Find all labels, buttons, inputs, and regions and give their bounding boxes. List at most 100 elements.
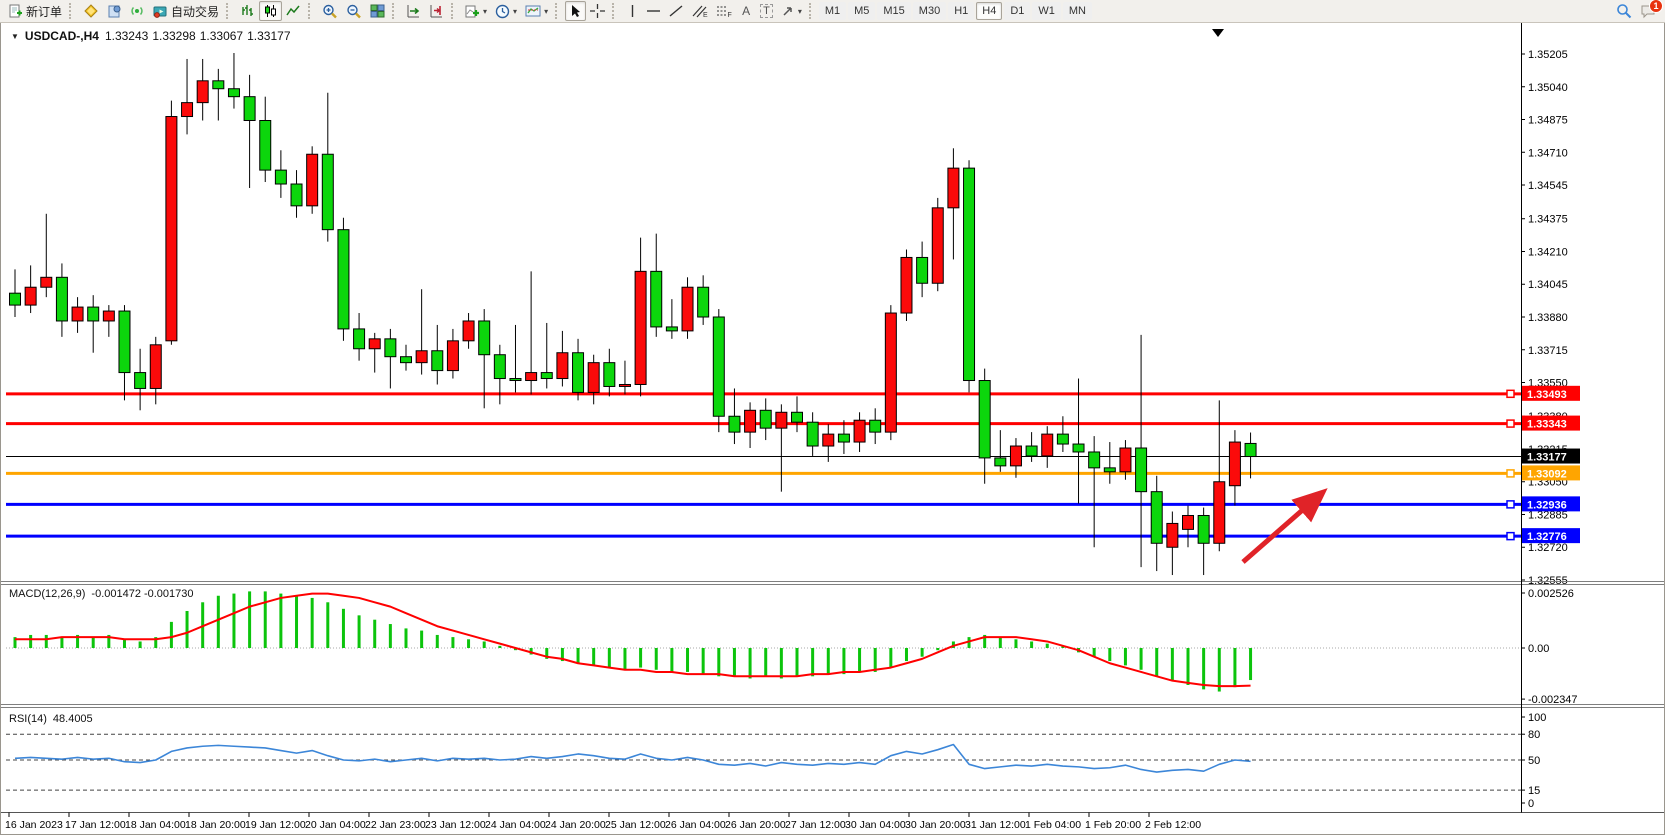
- time-axis-label: 1 Feb 20:00: [1085, 819, 1141, 831]
- ohlc-close: 1.33177: [247, 29, 291, 43]
- chart-canvas[interactable]: 1.35205 1.35040 1.34875 1.34710 1.34545 1.343…: [1, 23, 1664, 833]
- price-axis-tick-label: 1.34875: [1528, 115, 1568, 127]
- time-axis-label: 18 Jan 20:00: [185, 819, 246, 831]
- macd-signal-value: -0.001730: [143, 588, 194, 600]
- time-axis-label: 26 Jan 04:00: [665, 819, 726, 831]
- chart-title: ▼ USDCAD-,H4 1.33243 1.33298 1.33067 1.3…: [11, 29, 291, 43]
- time-axis-label: 30 Jan 04:00: [845, 819, 906, 831]
- trendline-tool-button[interactable]: [665, 1, 688, 21]
- signal-icon: [131, 6, 143, 16]
- one-click-trading-collapse-icon[interactable]: ▼: [11, 31, 19, 41]
- text-tool-label: A: [742, 4, 751, 18]
- rsi-name: RSI(14): [9, 713, 47, 725]
- price-axis-tick-label: 1.33715: [1528, 345, 1568, 357]
- rsi-axis-tick-label: 80: [1528, 729, 1540, 741]
- timeframe-button-m15[interactable]: M15: [877, 2, 911, 20]
- hline-anchor-handle[interactable]: [1506, 500, 1515, 509]
- text-label-tool-button[interactable]: T: [756, 1, 777, 21]
- time-axis-label: 1 Feb 04:00: [1025, 819, 1081, 831]
- rsi-axis-tick-label: 0: [1528, 798, 1534, 810]
- templates-dropdown-caret: ▾: [544, 6, 549, 16]
- timeframe-button-m30[interactable]: M30: [912, 2, 947, 20]
- text-tool-button[interactable]: A: [736, 1, 756, 21]
- cursor-tool-button[interactable]: [565, 1, 587, 21]
- candlestick-series: [9, 53, 1257, 576]
- price-level-badge-text: 1.33493: [1527, 389, 1567, 401]
- timeframe-button-h4[interactable]: H4: [976, 2, 1003, 20]
- timeframe-button-h1[interactable]: H1: [948, 2, 975, 20]
- timeframe-button-d1[interactable]: D1: [1004, 2, 1031, 20]
- price-axis-tick-label: 1.35205: [1528, 49, 1568, 61]
- arrows-tool-button[interactable]: ▾: [777, 1, 806, 21]
- chart-shift-button[interactable]: [425, 1, 448, 21]
- tile-windows-icon: [370, 4, 385, 18]
- crosshair-tool-button[interactable]: [586, 1, 609, 21]
- rsi-value: 48.4005: [52, 713, 93, 725]
- candlestick-mode-button[interactable]: [259, 1, 283, 21]
- new-order-label: 新订单: [26, 4, 63, 19]
- zoom-out-button[interactable]: [342, 1, 366, 21]
- ohlc-high: 1.33298: [152, 29, 196, 43]
- autotrading-button[interactable]: 自动交易: [149, 1, 223, 21]
- tile-windows-button[interactable]: [366, 1, 389, 21]
- timeframe-button-group: M1 M5 M15 M30 H1 H4 D1 W1 MN: [818, 2, 1092, 20]
- search-button[interactable]: [1612, 1, 1636, 21]
- notifications-button[interactable]: 1: [1636, 0, 1663, 21]
- indicators-icon: [465, 5, 480, 18]
- autotrading-icon: [153, 6, 167, 18]
- hline-anchor-handle[interactable]: [1506, 389, 1515, 399]
- timeframe-button-m1[interactable]: M1: [818, 2, 847, 20]
- periods-button[interactable]: ▾: [491, 1, 521, 21]
- svg-text:E: E: [703, 12, 708, 18]
- crosshair-icon: [590, 4, 606, 18]
- price-level-badge: [1522, 465, 1580, 481]
- hline-anchor-handle[interactable]: [1506, 469, 1515, 478]
- channel-tool-button[interactable]: E: [688, 1, 712, 21]
- hline-anchor-handle[interactable]: [1506, 419, 1515, 428]
- bar-chart-mode-button[interactable]: [236, 1, 259, 21]
- trend-arrow-annotation[interactable]: [1241, 488, 1328, 564]
- hline-anchor-handle[interactable]: [1506, 531, 1515, 541]
- line-chart-mode-button[interactable]: [282, 1, 305, 21]
- toolbar-grip: [808, 3, 816, 19]
- chart-shift-marker-icon[interactable]: [1212, 29, 1224, 37]
- auto-scroll-icon: [407, 5, 420, 18]
- price-axis-tick-label: 1.33880: [1528, 312, 1568, 324]
- macd-value: -0.001472: [91, 588, 141, 600]
- price-axis-tick-label: 1.34545: [1528, 180, 1568, 192]
- zoom-in-button[interactable]: [318, 1, 342, 21]
- horizontal-line-tool-button[interactable]: [642, 1, 665, 21]
- notification-badge: 1: [1649, 0, 1663, 13]
- zoom-in-icon: [323, 4, 337, 18]
- templates-icon: [525, 5, 541, 17]
- ohlc-open: 1.33243: [104, 29, 149, 43]
- macd-axis-tick-label: -0.002347: [1528, 694, 1578, 706]
- market-watch-button[interactable]: [79, 1, 103, 21]
- price-axis-tick-label: 1.32885: [1528, 509, 1568, 521]
- fibonacci-tool-button[interactable]: F: [712, 1, 736, 21]
- templates-button[interactable]: ▾: [521, 1, 552, 21]
- timeframe-button-w1[interactable]: W1: [1032, 2, 1061, 20]
- price-axis-tick-label: 1.34710: [1528, 147, 1568, 159]
- toolbar-grip: [451, 3, 458, 19]
- time-axis-label: 23 Jan 12:00: [425, 819, 486, 831]
- main-toolbar: 新订单 自动交易: [0, 0, 1665, 23]
- indicators-button[interactable]: ▾: [461, 1, 491, 21]
- signals-button[interactable]: [126, 1, 149, 21]
- time-axis-label: 22 Jan 23:00: [365, 819, 426, 831]
- macd-indicator-label: MACD(12,26,9) -0.001472 -0.001730: [9, 588, 194, 600]
- time-axis-label: 16 Jan 2023: [5, 819, 63, 831]
- new-order-button[interactable]: 新订单: [4, 1, 66, 21]
- toolbar-grip: [226, 3, 233, 19]
- autotrading-label: 自动交易: [171, 4, 220, 19]
- time-axis-label: 24 Jan 04:00: [485, 819, 546, 831]
- timeframe-button-m5[interactable]: M5: [848, 2, 876, 20]
- rsi-axis-tick-label: 100: [1528, 712, 1546, 724]
- rsi-axis-tick-label: 50: [1528, 755, 1540, 767]
- time-axis-label: 18 Jan 04:00: [125, 819, 186, 831]
- vertical-line-tool-button[interactable]: [622, 1, 642, 21]
- fibonacci-icon: F: [717, 6, 732, 18]
- auto-scroll-button[interactable]: [402, 1, 425, 21]
- timeframe-button-mn[interactable]: MN: [1062, 2, 1092, 20]
- data-window-button[interactable]: [103, 1, 126, 21]
